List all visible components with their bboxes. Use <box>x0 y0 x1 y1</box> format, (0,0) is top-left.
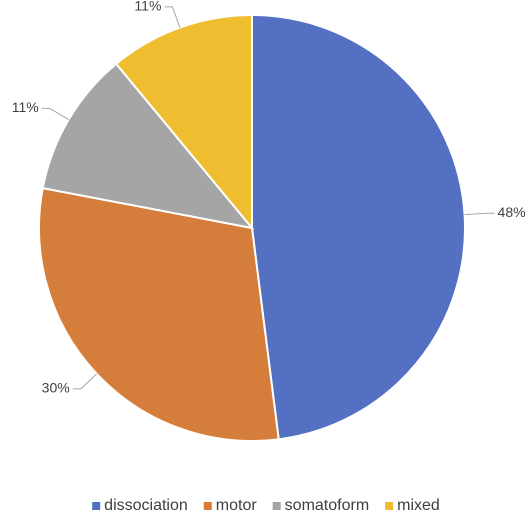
leader-line <box>464 212 495 216</box>
legend-label: motor <box>216 497 258 514</box>
leader-line <box>72 373 98 390</box>
legend-label: somatoform <box>285 497 369 514</box>
pie-slice <box>251 13 466 441</box>
leader-line <box>164 6 181 28</box>
legend: dissociation motor somatoform mixed <box>92 497 440 514</box>
pie-slice <box>38 186 280 442</box>
legend-swatch <box>92 502 101 510</box>
legend-label: dissociation <box>104 497 188 514</box>
data-label: 30% <box>42 380 70 396</box>
data-label: 11% <box>134 0 161 14</box>
pie-slice <box>114 13 253 231</box>
data-label: 11% <box>12 99 39 115</box>
pie-slice <box>41 62 255 230</box>
legend-swatch <box>203 502 212 510</box>
data-label: 48% <box>498 204 526 220</box>
legend-label: mixed <box>397 497 440 514</box>
legend-swatch <box>272 502 281 510</box>
legend-swatch <box>385 502 394 510</box>
leader-line <box>41 107 69 121</box>
